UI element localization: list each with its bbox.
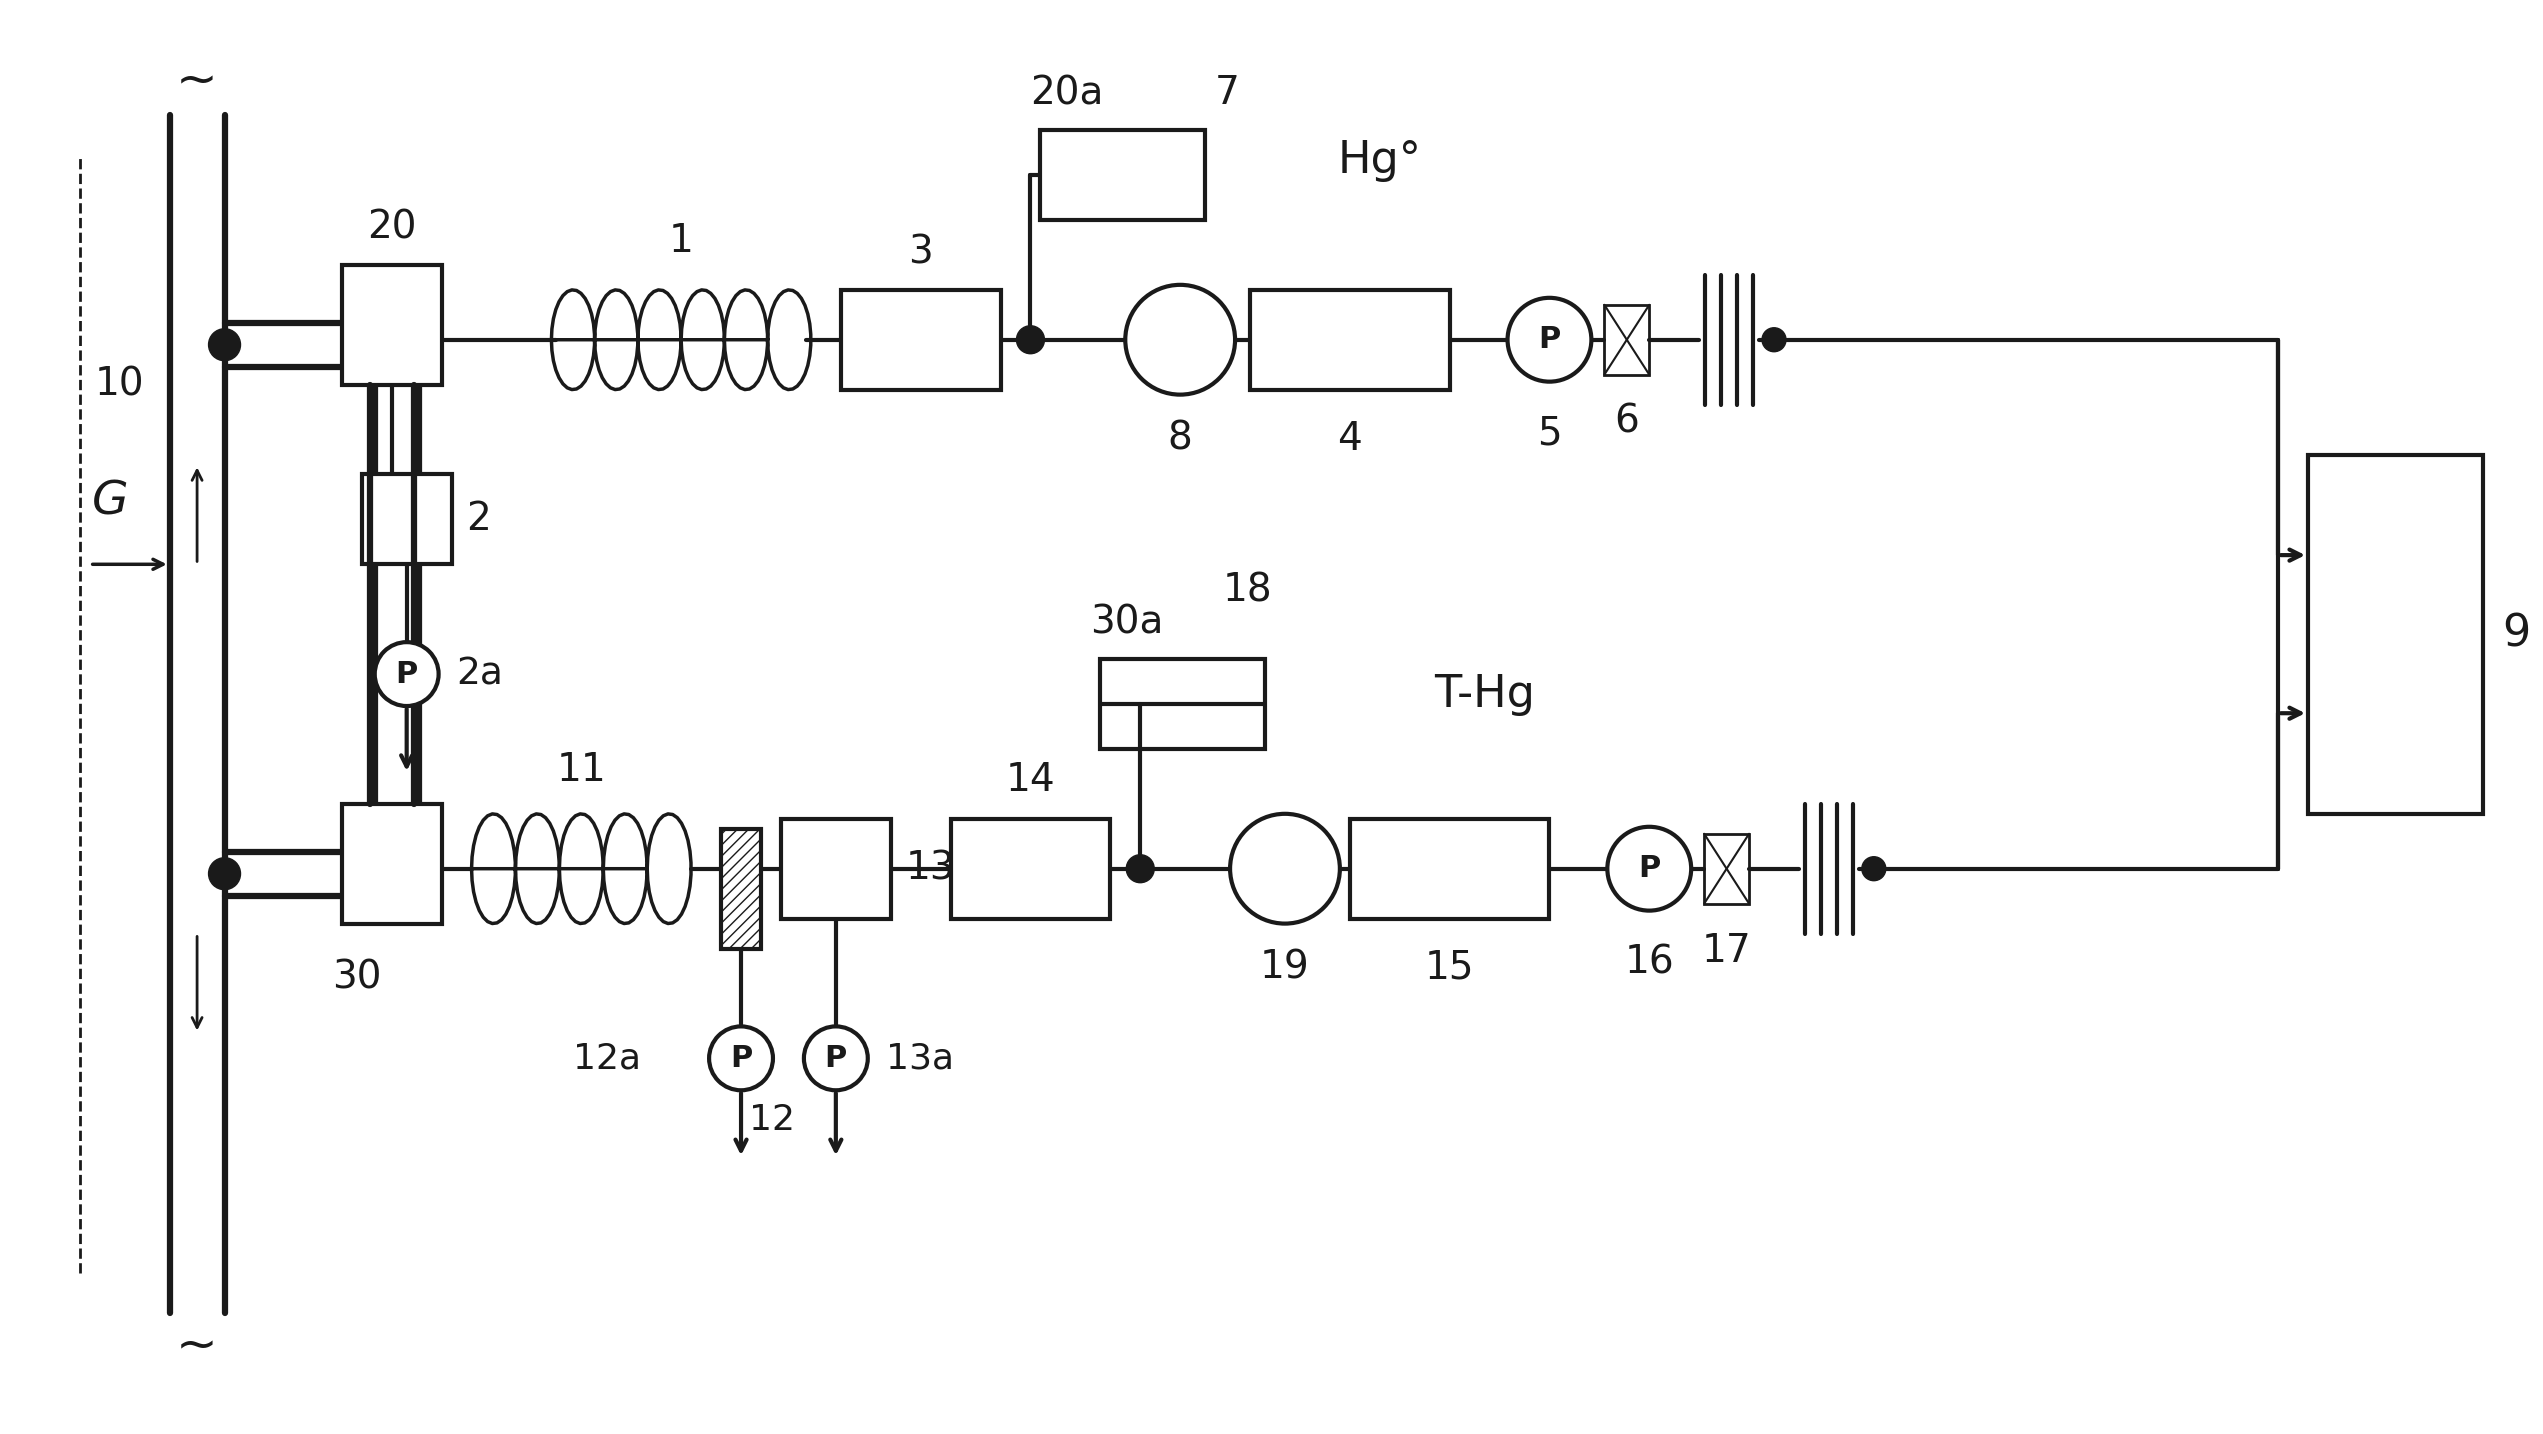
Circle shape	[1127, 285, 1236, 394]
Text: 8: 8	[1167, 420, 1193, 457]
Circle shape	[1017, 326, 1045, 354]
Text: 6: 6	[1615, 403, 1640, 440]
Text: 12a: 12a	[572, 1041, 641, 1076]
Text: 20: 20	[366, 209, 417, 247]
Text: 2a: 2a	[458, 657, 504, 693]
Text: P: P	[730, 1044, 753, 1073]
Text: 19: 19	[1261, 948, 1310, 987]
Text: 20a: 20a	[1030, 75, 1104, 112]
Text: 3: 3	[908, 234, 933, 272]
Circle shape	[1861, 856, 1887, 880]
Bar	[781, 819, 890, 919]
Bar	[1704, 833, 1750, 903]
Bar	[842, 290, 999, 390]
Bar	[361, 475, 453, 565]
Circle shape	[209, 858, 242, 889]
Bar	[2309, 455, 2482, 815]
Circle shape	[1762, 328, 1785, 351]
Circle shape	[1607, 827, 1691, 911]
Circle shape	[209, 328, 242, 361]
Text: 10: 10	[94, 366, 145, 403]
Text: 30: 30	[331, 958, 381, 997]
Text: 15: 15	[1424, 948, 1475, 987]
Text: 9: 9	[2502, 612, 2530, 655]
Text: 2: 2	[465, 500, 491, 538]
Circle shape	[1231, 815, 1340, 923]
Text: 14: 14	[1004, 761, 1055, 799]
Text: 17: 17	[1701, 932, 1752, 969]
Bar	[951, 819, 1111, 919]
Text: T-Hg: T-Hg	[1434, 673, 1536, 716]
Circle shape	[709, 1027, 773, 1090]
Bar	[341, 804, 442, 923]
Text: 18: 18	[1223, 571, 1272, 609]
Text: 1: 1	[669, 222, 694, 260]
Circle shape	[1127, 855, 1155, 883]
Circle shape	[804, 1027, 867, 1090]
Bar	[1040, 130, 1205, 219]
Circle shape	[1508, 298, 1592, 381]
Bar	[1251, 290, 1450, 390]
Text: P: P	[1539, 326, 1561, 354]
Text: 13: 13	[905, 850, 956, 888]
Text: 30a: 30a	[1091, 604, 1165, 641]
Text: 12: 12	[750, 1103, 796, 1137]
Text: ~: ~	[175, 57, 219, 105]
Bar	[1350, 819, 1549, 919]
Bar	[722, 829, 760, 948]
Text: 7: 7	[1216, 75, 1241, 112]
Text: ~: ~	[175, 1322, 219, 1371]
Text: P: P	[397, 660, 417, 688]
Text: 13a: 13a	[885, 1041, 954, 1076]
Bar	[1101, 660, 1264, 749]
Text: 5: 5	[1536, 414, 1561, 453]
Circle shape	[374, 642, 437, 706]
Text: P: P	[824, 1044, 847, 1073]
Bar	[341, 265, 442, 384]
Text: G: G	[92, 479, 127, 525]
Bar	[1605, 305, 1650, 374]
Text: P: P	[1638, 855, 1661, 883]
Text: 16: 16	[1625, 944, 1673, 981]
Text: 11: 11	[557, 751, 605, 789]
Text: 4: 4	[1338, 420, 1363, 457]
Text: Hg°: Hg°	[1338, 139, 1422, 182]
